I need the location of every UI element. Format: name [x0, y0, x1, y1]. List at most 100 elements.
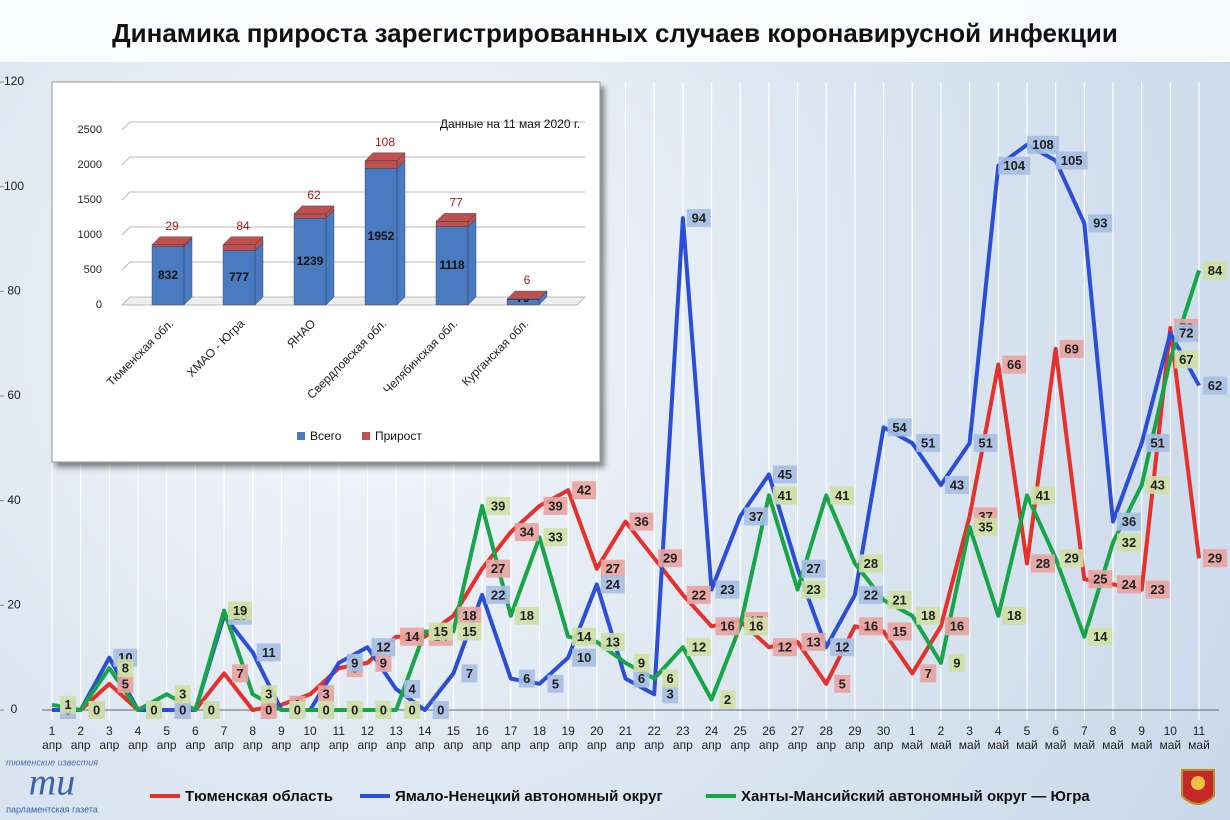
data-label-box — [633, 653, 650, 672]
series-line — [52, 326, 1201, 712]
x-tick-label: 2 апр — [70, 724, 91, 752]
data-label-box — [633, 669, 650, 688]
data-label-box — [1145, 475, 1170, 494]
data-label: 15 — [892, 624, 906, 639]
data-label: 14 — [405, 629, 420, 644]
data-label: 29 — [1208, 551, 1222, 566]
y-tick-label: 60 — [7, 388, 21, 402]
data-label-box — [547, 674, 564, 693]
y-tick-label: 1500 — [78, 194, 102, 206]
data-label-box — [944, 475, 969, 494]
x-tick-label: 10 апр — [300, 724, 320, 752]
data-label: 8 — [122, 661, 129, 676]
x-tick-label: 4 май — [987, 724, 1010, 752]
data-label-box — [629, 512, 654, 531]
data-label-box — [174, 685, 191, 704]
data-label-box — [600, 559, 625, 578]
x-tick-label: 22 апр — [644, 724, 665, 752]
y-tick-label: 80 — [7, 284, 21, 298]
y-tick-label: 2000 — [78, 159, 102, 171]
data-label: 7 — [466, 666, 473, 681]
data-label: 27 — [606, 561, 620, 576]
data-label: 5 — [122, 676, 129, 691]
grid-line — [121, 191, 585, 201]
data-label: 42 — [577, 483, 591, 498]
data-label-box — [1088, 627, 1113, 646]
data-label: 16 — [720, 619, 734, 634]
data-label-box — [1116, 575, 1141, 594]
x-tick-label: 9 май — [1130, 724, 1153, 752]
data-label: 66 — [1007, 357, 1021, 372]
title-band — [0, 0, 1230, 62]
data-label: 94 — [692, 211, 707, 226]
y-tick-label: 100 — [4, 179, 24, 193]
logo-mark: ти — [29, 762, 75, 804]
data-label-box — [375, 653, 392, 672]
data-label: 0 — [322, 702, 329, 717]
data-label-box — [1203, 261, 1227, 280]
data-label-box — [1203, 376, 1227, 395]
x-tick-label: 5 апр — [156, 724, 177, 752]
data-label: 23 — [806, 582, 820, 597]
data-label: 0 — [150, 702, 157, 717]
data-label: 14 — [1093, 629, 1108, 644]
data-label-box — [572, 627, 597, 646]
data-label: 18 — [462, 608, 476, 623]
annotation: Данные на 11 мая 2020 г. — [440, 117, 580, 131]
x-tick-label: 3 апр — [99, 724, 120, 752]
data-label-box — [457, 606, 482, 625]
data-label-box — [514, 523, 539, 542]
data-label: 29 — [663, 551, 677, 566]
data-label: 45 — [778, 467, 792, 482]
x-tick-label: 19 апр — [558, 724, 579, 752]
grid-line — [121, 121, 585, 131]
x-tick-label: 4 апр — [128, 724, 148, 752]
data-label-box — [1030, 486, 1055, 505]
x-tick-label: 7 апр — [214, 724, 234, 752]
data-label: 12 — [778, 640, 792, 655]
data-label: 6 — [638, 671, 645, 686]
data-label-box — [830, 638, 855, 657]
y-tick-label: 2500 — [78, 124, 102, 136]
x-tick-label: 7 май — [1073, 724, 1096, 752]
data-label-box — [346, 701, 363, 719]
data-label-box — [662, 669, 679, 688]
data-label: 39 — [548, 498, 562, 513]
x-tick-label: 5 май — [1016, 724, 1038, 752]
data-label-box — [744, 507, 769, 526]
data-label-box — [146, 701, 163, 719]
data-label-box — [346, 653, 363, 672]
data-label: 5 — [839, 676, 846, 691]
x-tick-label: 6 апр — [185, 724, 206, 752]
data-label-box — [858, 554, 883, 573]
data-label-box — [371, 638, 396, 657]
x-tick-label: 23 апр — [672, 724, 693, 752]
data-label-box — [744, 617, 769, 636]
y-tick-label: 500 — [84, 264, 102, 276]
data-label: 0 — [294, 702, 301, 717]
data-label: 35 — [978, 519, 992, 534]
data-label: 0 — [265, 702, 272, 717]
x-tick-label: 3 май — [958, 724, 981, 752]
x-tick-label: 16 апр — [472, 724, 493, 752]
bar — [293, 205, 335, 219]
data-label-box — [1030, 554, 1055, 573]
bar — [435, 212, 477, 228]
data-label: 67 — [1179, 352, 1193, 367]
data-label: 0 — [179, 702, 186, 717]
x-tick-label: 18 апр — [529, 724, 550, 752]
data-label-box — [404, 701, 421, 719]
data-label-box — [60, 695, 76, 714]
x-tick-label: 11 апр — [328, 724, 349, 752]
data-label-box — [486, 559, 511, 578]
data-label-box — [260, 685, 277, 704]
bar — [506, 290, 548, 300]
data-label-box — [944, 617, 969, 636]
data-label: 69 — [1064, 341, 1078, 356]
data-label: 0 — [437, 702, 444, 717]
data-label: 93 — [1093, 216, 1107, 231]
data-label: 12 — [376, 640, 390, 655]
data-label: 6 — [524, 273, 531, 287]
data-label: 16 — [950, 619, 964, 634]
data-label-box — [715, 617, 740, 636]
